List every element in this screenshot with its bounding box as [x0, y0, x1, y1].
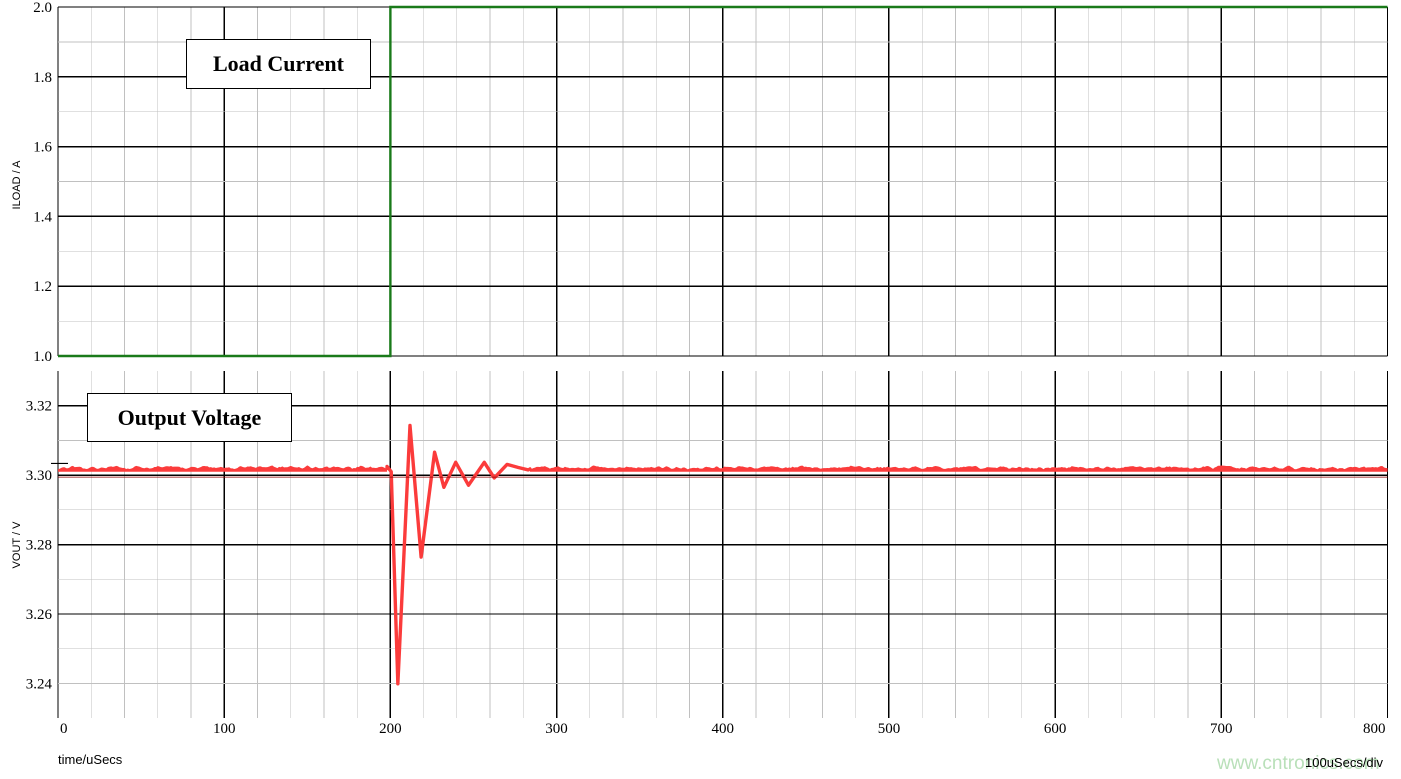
svg-text:1.4: 1.4 [33, 209, 52, 225]
svg-text:3.28: 3.28 [26, 538, 52, 554]
svg-text:3.30: 3.30 [26, 468, 52, 484]
svg-text:VOUT / V: VOUT / V [11, 521, 23, 569]
svg-text:100: 100 [213, 721, 236, 737]
svg-text:1.8: 1.8 [33, 70, 52, 86]
svg-text:1.0: 1.0 [33, 349, 52, 365]
svg-text:200: 200 [379, 721, 402, 737]
svg-text:3.26: 3.26 [26, 607, 53, 623]
svg-text:500: 500 [878, 721, 901, 737]
svg-text:0: 0 [60, 721, 68, 737]
svg-text:1.6: 1.6 [33, 140, 52, 156]
svg-text:1.2: 1.2 [33, 279, 52, 295]
svg-text:800: 800 [1363, 721, 1386, 737]
svg-text:3.24: 3.24 [26, 676, 53, 692]
svg-text:3.32: 3.32 [26, 399, 52, 415]
svg-text:700: 700 [1210, 721, 1233, 737]
svg-text:400: 400 [712, 721, 735, 737]
svg-text:ILOAD / A: ILOAD / A [11, 160, 23, 210]
svg-text:600: 600 [1044, 721, 1067, 737]
svg-text:300: 300 [545, 721, 568, 737]
svg-text:2.0: 2.0 [33, 0, 52, 16]
